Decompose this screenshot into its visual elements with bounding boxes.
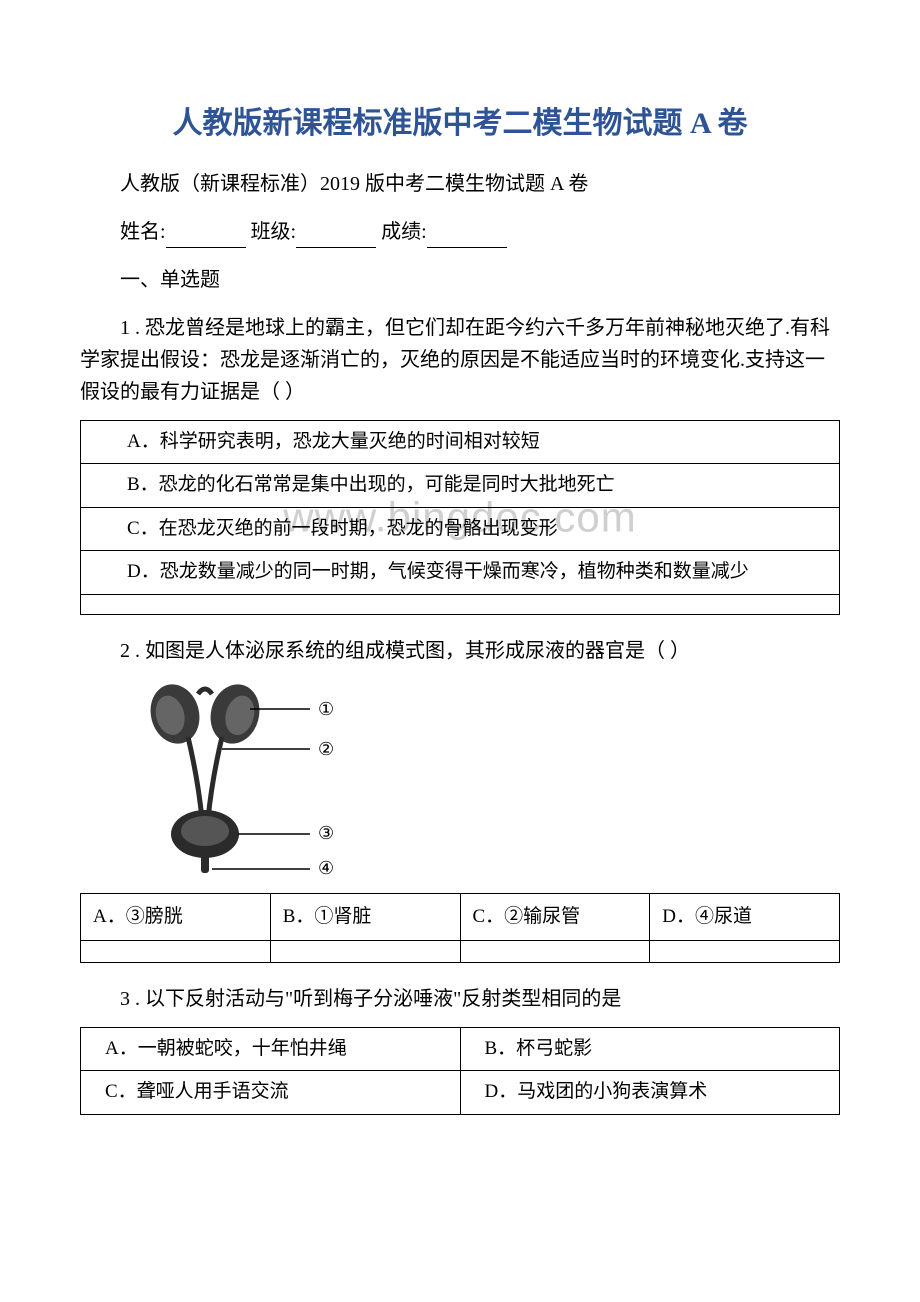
question-3-options-table: A．一朝被蛇咬，十年怕井绳 B．杯弓蛇影 C．聋哑人用手语交流 D．马戏团的小狗…	[80, 1027, 840, 1115]
section-heading: 一、单选题	[80, 264, 840, 296]
q3-option-b[interactable]: B．杯弓蛇影	[460, 1027, 840, 1070]
q2-option-a[interactable]: A．③膀胱	[81, 893, 271, 940]
q1-option-d[interactable]: D．恐龙数量减少的同一时期，气候变得干燥而寒冷，植物种类和数量减少	[81, 551, 840, 594]
document-subtitle: 人教版（新课程标准）2019 版中考二模生物试题 A 卷	[80, 168, 840, 200]
q2-option-b[interactable]: B．①肾脏	[270, 893, 460, 940]
question-1-options-table: A．科学研究表明，恐龙大量灭绝的时间相对较短 B．恐龙的化石常常是集中出现的，可…	[80, 420, 840, 615]
diagram-label-1: ①	[318, 699, 334, 719]
question-2-options-table: A．③膀胱 B．①肾脏 C．②输尿管 D．④尿道	[80, 893, 840, 963]
question-1-text: 1 . 恐龙曾经是地球上的霸主，但它们却在距今约六千多万年前神秘地灭绝了.有科学…	[80, 312, 840, 408]
q2-empty-c	[460, 940, 650, 962]
name-label: 姓名:	[120, 221, 166, 243]
q2-empty-b	[270, 940, 460, 962]
q2-empty-a	[81, 940, 271, 962]
q1-option-b[interactable]: B．恐龙的化石常常是集中出现的，可能是同时大批地死亡	[81, 464, 840, 507]
diagram-label-2: ②	[318, 739, 334, 759]
document-title: 人教版新课程标准版中考二模生物试题 A 卷	[80, 100, 840, 148]
q1-option-c[interactable]: C．在恐龙灭绝的前一段时期，恐龙的骨骼出现变形	[81, 507, 840, 550]
q2-empty-d	[650, 940, 840, 962]
name-blank[interactable]	[166, 228, 246, 248]
student-info-line: 姓名: 班级: 成绩:	[80, 216, 840, 248]
q3-option-a[interactable]: A．一朝被蛇咬，十年怕井绳	[81, 1027, 461, 1070]
q2-option-c[interactable]: C．②输尿管	[460, 893, 650, 940]
question-3-text: 3 . 以下反射活动与"听到梅子分泌唾液"反射类型相同的是	[80, 983, 840, 1015]
class-blank[interactable]	[296, 228, 376, 248]
watermark-container: A．科学研究表明，恐龙大量灭绝的时间相对较短 B．恐龙的化石常常是集中出现的，可…	[80, 420, 840, 615]
q3-option-c[interactable]: C．聋哑人用手语交流	[81, 1071, 461, 1114]
q2-option-d[interactable]: D．④尿道	[650, 893, 840, 940]
score-blank[interactable]	[427, 228, 507, 248]
question-2-text: 2 . 如图是人体泌尿系统的组成模式图，其形成尿液的器官是（ ）	[80, 635, 840, 667]
q3-option-d[interactable]: D．马戏团的小狗表演算术	[460, 1071, 840, 1114]
diagram-label-4: ④	[318, 858, 334, 878]
diagram-label-3: ③	[318, 823, 334, 843]
urinary-system-diagram: ① ② ③ ④	[120, 679, 840, 879]
score-label: 成绩:	[381, 221, 427, 243]
class-label: 班级:	[251, 221, 297, 243]
q1-empty-row	[81, 594, 840, 614]
q1-option-a[interactable]: A．科学研究表明，恐龙大量灭绝的时间相对较短	[81, 421, 840, 464]
